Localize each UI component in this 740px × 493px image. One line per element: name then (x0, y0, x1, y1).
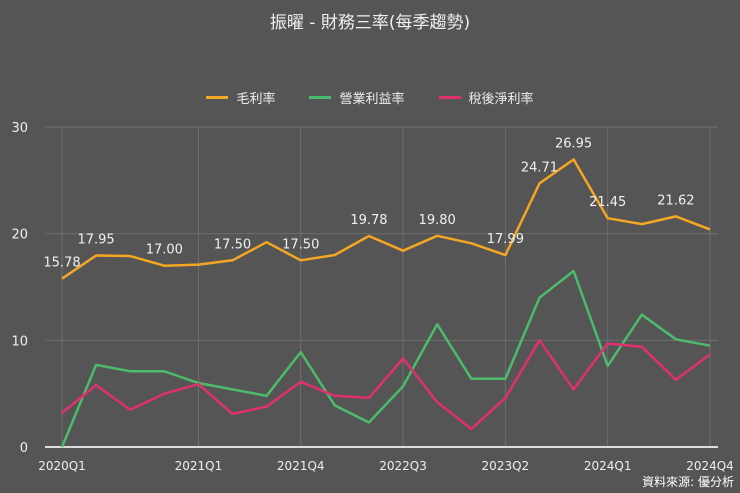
data-label: 17.00 (146, 243, 183, 258)
legend-item-gross-margin[interactable]: 毛利率 (206, 88, 275, 107)
x-tick-label: 2020Q1 (38, 459, 86, 473)
data-label: 24.71 (521, 160, 558, 175)
y-tick-label: 30 (11, 121, 28, 136)
data-label: 17.99 (487, 232, 524, 247)
y-tick-label: 10 (11, 334, 28, 349)
data-label: 17.95 (77, 233, 114, 248)
legend-label: 稅後淨利率 (468, 92, 534, 107)
x-tick-label: 2021Q1 (175, 459, 223, 473)
legend-swatch (309, 96, 332, 99)
y-tick-label: 20 (11, 228, 28, 243)
chart-title: 振曜 - 財務三率(每季趨勢) (269, 13, 471, 33)
series-line-1 (61, 158, 711, 280)
x-tick-label: 2021Q4 (277, 459, 325, 473)
data-label: 21.45 (589, 195, 626, 210)
legend-label: 營業利益率 (339, 92, 405, 107)
data-label: 19.80 (419, 213, 456, 228)
x-tick-label: 2023Q2 (482, 459, 530, 473)
legend-label: 毛利率 (236, 92, 276, 107)
y-tick-label: 0 (20, 441, 28, 456)
data-label: 17.50 (214, 237, 251, 252)
legend-swatch (206, 96, 229, 99)
series-line-2 (60, 269, 711, 448)
legend-item-operating-margin[interactable]: 營業利益率 (309, 88, 405, 107)
x-tick-label: 2024Q4 (686, 459, 734, 473)
x-tick-label: 2024Q1 (584, 459, 632, 473)
data-label: 17.50 (282, 237, 319, 252)
legend-swatch (438, 96, 461, 99)
data-label: 19.78 (350, 213, 387, 228)
legend-item-net-margin[interactable]: 稅後淨利率 (438, 88, 534, 107)
legend: 毛利率 營業利益率 稅後淨利率 (0, 88, 740, 107)
x-tick-label: 2022Q3 (379, 459, 427, 473)
series-line-3 (61, 339, 711, 431)
data-label: 15.78 (43, 256, 80, 271)
source-note: 資料來源: 優分析 (642, 475, 734, 489)
data-label: 21.62 (657, 193, 694, 208)
data-label: 26.95 (555, 137, 592, 152)
